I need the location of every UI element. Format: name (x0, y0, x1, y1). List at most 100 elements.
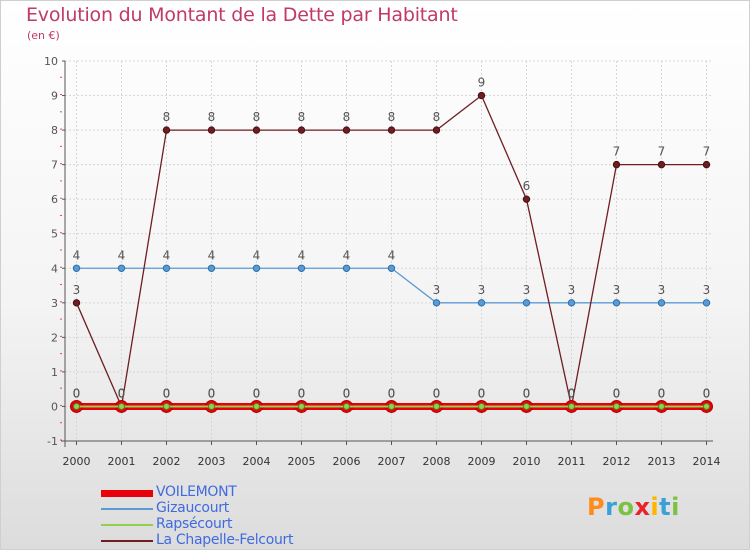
data-point (432, 299, 441, 307)
data-point (657, 160, 666, 169)
logo-letter: i (671, 493, 680, 521)
x-tick-label: 2003 (198, 455, 226, 468)
data-label: 0 (208, 386, 216, 400)
data-point (343, 402, 350, 410)
legend-swatch (101, 540, 153, 542)
data-point (207, 264, 216, 272)
data-point (162, 126, 171, 134)
y-tick-label: 0 (51, 400, 58, 413)
data-label: 0 (658, 386, 666, 400)
data-point (703, 402, 710, 410)
logo-letter: x (634, 493, 651, 521)
legend-label: La Chapelle-Felcourt (156, 532, 294, 548)
data-label: 0 (73, 386, 81, 400)
data-point (702, 299, 711, 307)
data-label: 0 (388, 386, 396, 400)
data-label: 4 (118, 248, 126, 262)
data-point (658, 402, 665, 410)
chart-subtitle: (en €) (27, 29, 60, 42)
legend-swatch (101, 490, 153, 497)
data-label: 9 (478, 76, 486, 90)
data-label: 0 (613, 386, 621, 400)
data-point (163, 402, 170, 410)
legend-label: VOILEMONT (156, 484, 237, 500)
data-label: 3 (568, 283, 576, 297)
data-point (523, 402, 530, 410)
legend-label: Rapsécourt (156, 516, 233, 532)
data-label: 0 (703, 386, 711, 400)
y-tick-label: 2 (51, 331, 58, 344)
y-tick-label: 8 (51, 124, 58, 137)
data-label: 8 (298, 110, 306, 124)
data-point (657, 299, 666, 307)
data-label: 0 (568, 386, 576, 400)
data-label: 3 (703, 283, 711, 297)
data-label: 8 (163, 110, 171, 124)
data-point (207, 126, 216, 134)
data-point (72, 299, 81, 307)
data-point (477, 299, 486, 307)
data-point (478, 402, 485, 410)
x-tick-label: 2007 (378, 455, 406, 468)
y-tick-label: 7 (51, 159, 58, 172)
data-point (253, 402, 260, 410)
data-point (388, 402, 395, 410)
data-point (433, 402, 440, 410)
data-point (522, 195, 531, 203)
data-label: 7 (613, 145, 621, 159)
data-label: 4 (163, 248, 171, 262)
data-point (613, 402, 620, 410)
x-tick-label: 2011 (558, 455, 586, 468)
data-point (612, 299, 621, 307)
y-tick-label: 10 (44, 55, 58, 68)
y-tick-label: 5 (51, 228, 58, 241)
x-tick-label: 2009 (468, 455, 496, 468)
data-label: 0 (73, 386, 81, 400)
data-point (387, 126, 396, 134)
data-label: 0 (658, 386, 666, 400)
data-label: 0 (568, 386, 576, 400)
data-point (432, 126, 441, 134)
x-tick-label: 2010 (513, 455, 541, 468)
x-tick-label: 2014 (693, 455, 721, 468)
data-point (73, 402, 80, 410)
data-label: 0 (523, 386, 531, 400)
data-label: 0 (118, 386, 126, 400)
data-point (342, 126, 351, 134)
data-point (297, 126, 306, 134)
data-label: 0 (613, 386, 621, 400)
x-tick-label: 2002 (153, 455, 181, 468)
data-label: 0 (433, 386, 441, 400)
data-point (297, 264, 306, 272)
data-label: 0 (703, 386, 711, 400)
data-label: 0 (568, 386, 576, 400)
x-tick-label: 2005 (288, 455, 316, 468)
data-point (72, 264, 81, 272)
data-point (252, 126, 261, 134)
data-label: 6 (523, 179, 531, 193)
data-label: 7 (658, 145, 666, 159)
data-label: 0 (163, 386, 171, 400)
x-tick-label: 2001 (108, 455, 136, 468)
data-label: 8 (208, 110, 216, 124)
logo-letter: o (617, 493, 635, 521)
legend-swatch (101, 524, 153, 526)
data-point (567, 299, 576, 307)
data-label: 0 (118, 386, 126, 400)
y-tick-label: 6 (51, 193, 58, 206)
series-la-chapelle-felcourt: 3 0 8 8 8 8 8 8 8 9 6 0 7 7 7 (72, 76, 710, 411)
data-label: 0 (343, 386, 351, 400)
data-label: 0 (388, 386, 396, 400)
y-tick-label: -1 (47, 435, 58, 448)
data-label: 4 (298, 248, 306, 262)
data-label: 0 (478, 386, 486, 400)
data-label: 3 (73, 283, 81, 297)
proxiti-logo: Proxiti (587, 493, 680, 521)
legend-swatch (101, 508, 153, 510)
data-label: 0 (118, 386, 126, 400)
y-tick-label: 4 (51, 262, 58, 275)
data-point (118, 402, 125, 410)
data-label: 3 (478, 283, 486, 297)
data-label: 0 (433, 386, 441, 400)
